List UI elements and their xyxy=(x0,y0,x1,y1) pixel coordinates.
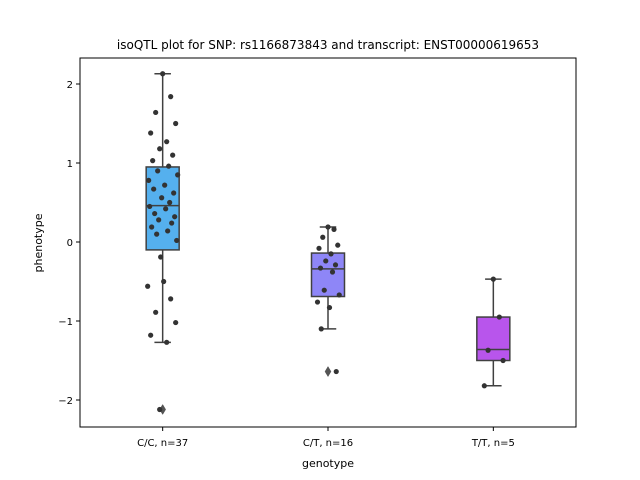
data-point xyxy=(169,220,175,226)
data-point xyxy=(316,245,322,251)
data-point xyxy=(163,206,169,212)
data-point xyxy=(164,339,170,345)
y-tick-label: −1 xyxy=(58,317,73,328)
data-point xyxy=(160,71,166,77)
data-point xyxy=(175,172,181,178)
data-point xyxy=(481,383,487,389)
data-point xyxy=(151,186,157,192)
data-point xyxy=(328,251,334,257)
data-point xyxy=(162,182,168,188)
data-point xyxy=(336,292,342,298)
data-point xyxy=(173,319,179,326)
data-point xyxy=(332,262,339,268)
data-point xyxy=(150,158,156,164)
data-point xyxy=(146,177,152,183)
data-point xyxy=(321,287,327,293)
data-point xyxy=(159,195,165,201)
data-point xyxy=(329,269,336,275)
data-point xyxy=(314,299,321,305)
box-group xyxy=(145,72,180,415)
data-point xyxy=(153,309,159,315)
data-point xyxy=(168,94,174,100)
data-point xyxy=(148,332,154,338)
data-point xyxy=(155,168,161,174)
data-point xyxy=(164,139,170,145)
data-point xyxy=(318,326,324,332)
x-tick-label: T/T, n=5 xyxy=(471,438,515,449)
data-point xyxy=(323,258,329,264)
data-point xyxy=(157,406,163,413)
data-point xyxy=(173,120,179,127)
y-tick-label: 2 xyxy=(67,80,73,91)
data-point xyxy=(166,163,172,169)
data-point xyxy=(320,234,326,240)
data-point xyxy=(171,190,177,196)
data-point xyxy=(317,265,324,271)
data-point xyxy=(167,199,173,206)
y-tick-label: −2 xyxy=(58,396,73,407)
y-axis: 2 1 0 −1 −2 xyxy=(58,80,80,407)
data-point xyxy=(153,109,159,116)
outlier-marker xyxy=(324,366,332,378)
data-point xyxy=(149,224,155,230)
data-point xyxy=(331,226,337,232)
data-point xyxy=(500,357,506,364)
y-tick-label: 1 xyxy=(67,159,73,170)
data-point xyxy=(154,231,160,237)
data-point xyxy=(156,217,162,223)
data-point xyxy=(170,152,176,158)
data-point xyxy=(152,210,158,217)
data-point xyxy=(157,146,163,152)
data-point xyxy=(165,228,171,234)
plot-frame xyxy=(79,57,577,428)
plot-area xyxy=(145,71,511,415)
data-point xyxy=(168,296,174,302)
data-point xyxy=(174,237,180,244)
data-point xyxy=(333,368,339,375)
box xyxy=(310,252,346,298)
data-point xyxy=(490,276,496,282)
data-point xyxy=(325,224,331,230)
box-group xyxy=(476,278,511,387)
data-point xyxy=(485,347,491,353)
y-axis-label: phenotype xyxy=(32,213,45,272)
data-point xyxy=(148,130,154,136)
data-point xyxy=(145,283,151,289)
x-tick-label: C/C, n=37 xyxy=(137,438,188,449)
chart-title: isoQTL plot for SNP: rs1166873843 and tr… xyxy=(117,38,539,52)
x-tick-label: C/T, n=16 xyxy=(303,438,353,449)
data-point xyxy=(158,254,164,260)
x-axis: C/C, n=37 C/T, n=16 T/T, n=5 xyxy=(137,427,515,449)
x-axis-label: genotype xyxy=(302,457,354,470)
y-tick-label: 0 xyxy=(67,238,73,249)
data-point xyxy=(335,242,341,248)
data-point xyxy=(147,203,153,210)
data-point xyxy=(496,314,502,320)
data-point xyxy=(161,278,167,285)
box xyxy=(476,316,511,362)
box xyxy=(145,166,180,251)
data-point xyxy=(172,214,178,220)
data-point xyxy=(326,304,333,311)
